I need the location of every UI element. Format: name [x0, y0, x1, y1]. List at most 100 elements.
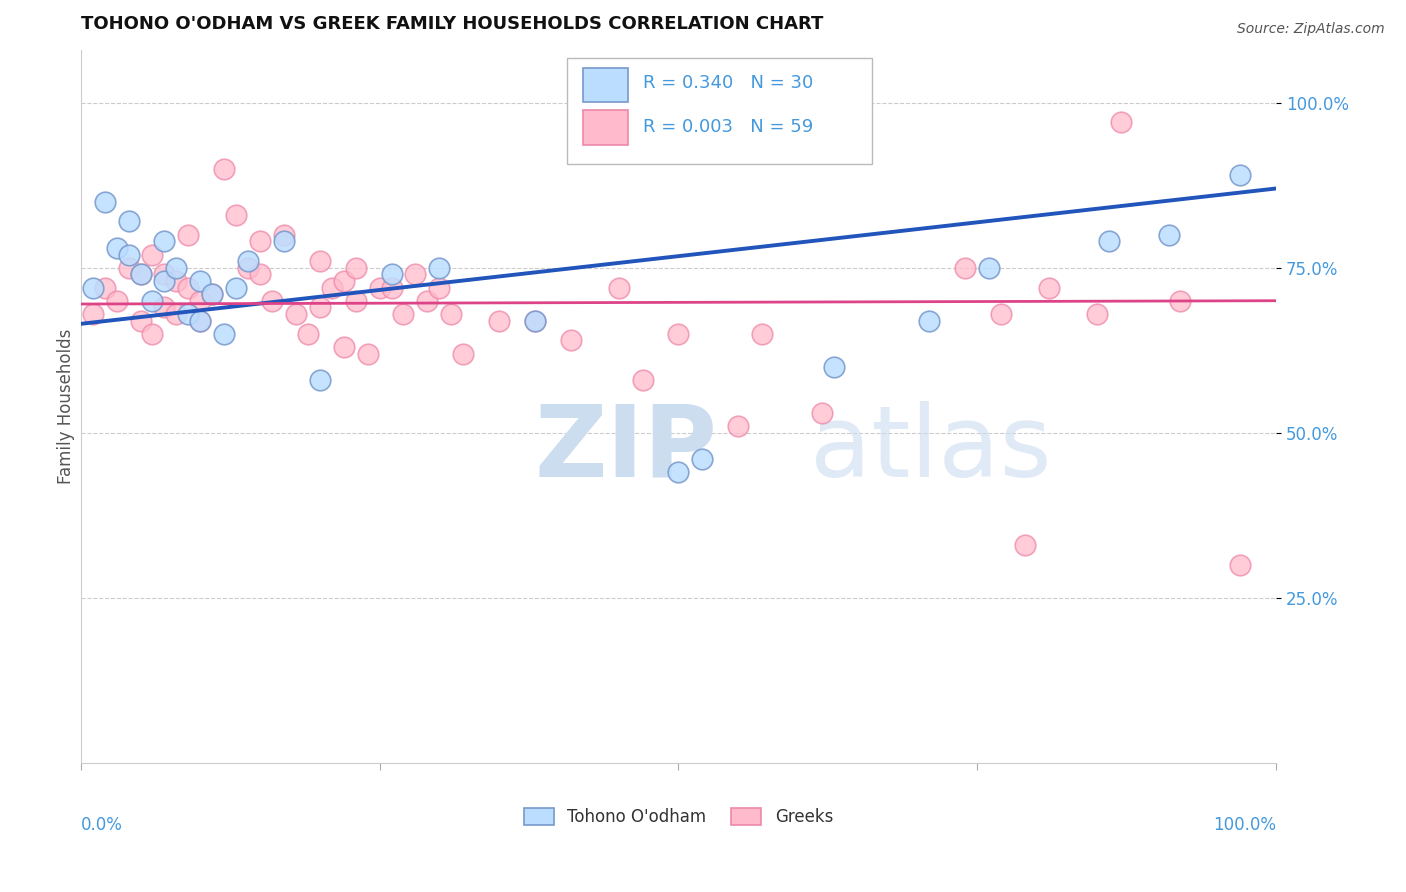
Point — [249, 235, 271, 249]
Point — [416, 293, 439, 308]
Point — [308, 254, 330, 268]
Text: atlas: atlas — [810, 401, 1052, 498]
Text: Source: ZipAtlas.com: Source: ZipAtlas.com — [1237, 22, 1385, 37]
Point — [153, 235, 176, 249]
Point — [284, 307, 307, 321]
Point — [212, 326, 235, 341]
Text: ZIP: ZIP — [534, 401, 718, 498]
FancyBboxPatch shape — [583, 68, 628, 102]
Point — [918, 313, 941, 327]
Point — [1085, 307, 1108, 321]
Point — [188, 313, 211, 327]
Point — [380, 268, 402, 282]
Point — [225, 208, 247, 222]
FancyBboxPatch shape — [583, 111, 628, 145]
Legend: Tohono O'odham, Greeks: Tohono O'odham, Greeks — [517, 802, 839, 833]
Point — [129, 268, 152, 282]
Point — [523, 313, 546, 327]
Point — [297, 326, 319, 341]
Point — [273, 235, 295, 249]
Text: R = 0.340   N = 30: R = 0.340 N = 30 — [643, 74, 813, 93]
Point — [332, 340, 354, 354]
Point — [249, 268, 271, 282]
Point — [404, 268, 426, 282]
Point — [153, 301, 176, 315]
Point — [105, 293, 128, 308]
Point — [811, 406, 834, 420]
Point — [82, 307, 104, 321]
Point — [201, 287, 224, 301]
Point — [129, 268, 152, 282]
Point — [692, 452, 714, 467]
Y-axis label: Family Households: Family Households — [58, 328, 75, 484]
Point — [427, 260, 450, 275]
Point — [751, 326, 773, 341]
Point — [117, 260, 139, 275]
Point — [1038, 280, 1060, 294]
Text: R = 0.003   N = 59: R = 0.003 N = 59 — [643, 118, 813, 136]
Point — [1229, 168, 1251, 182]
Point — [260, 293, 283, 308]
Point — [212, 161, 235, 176]
Point — [153, 274, 176, 288]
Point — [392, 307, 415, 321]
Point — [368, 280, 391, 294]
Point — [93, 280, 115, 294]
Point — [117, 214, 139, 228]
Point — [141, 326, 163, 341]
Point — [82, 280, 104, 294]
Point — [188, 293, 211, 308]
Point — [177, 227, 200, 242]
Point — [631, 373, 654, 387]
Point — [727, 419, 749, 434]
Point — [990, 307, 1012, 321]
Point — [523, 313, 546, 327]
Point — [823, 359, 845, 374]
Point — [380, 280, 402, 294]
Point — [165, 260, 187, 275]
Point — [308, 301, 330, 315]
Point — [1098, 235, 1121, 249]
Point — [177, 280, 200, 294]
Point — [668, 466, 690, 480]
Point — [440, 307, 463, 321]
Point — [141, 293, 163, 308]
Point — [153, 268, 176, 282]
Point — [344, 293, 367, 308]
Point — [1229, 558, 1251, 572]
Point — [308, 373, 330, 387]
Point — [225, 280, 247, 294]
Point — [105, 241, 128, 255]
Point — [427, 280, 450, 294]
Point — [979, 260, 1001, 275]
Text: TOHONO O'ODHAM VS GREEK FAMILY HOUSEHOLDS CORRELATION CHART: TOHONO O'ODHAM VS GREEK FAMILY HOUSEHOLD… — [80, 15, 823, 33]
Point — [129, 313, 152, 327]
Point — [451, 346, 474, 360]
Point — [560, 334, 582, 348]
Point — [356, 346, 378, 360]
Point — [1170, 293, 1192, 308]
Point — [1014, 538, 1036, 552]
Point — [188, 274, 211, 288]
Text: 100.0%: 100.0% — [1213, 816, 1277, 834]
Point — [488, 313, 510, 327]
Point — [177, 307, 200, 321]
Point — [273, 227, 295, 242]
Point — [165, 274, 187, 288]
Point — [607, 280, 630, 294]
Point — [1157, 227, 1180, 242]
Point — [344, 260, 367, 275]
Point — [236, 260, 259, 275]
Point — [1109, 115, 1132, 129]
Point — [321, 280, 343, 294]
Point — [332, 274, 354, 288]
Point — [236, 254, 259, 268]
Point — [165, 307, 187, 321]
FancyBboxPatch shape — [567, 58, 872, 164]
Point — [117, 247, 139, 261]
Text: 0.0%: 0.0% — [80, 816, 122, 834]
Point — [668, 326, 690, 341]
Point — [141, 247, 163, 261]
Point — [955, 260, 977, 275]
Point — [188, 313, 211, 327]
